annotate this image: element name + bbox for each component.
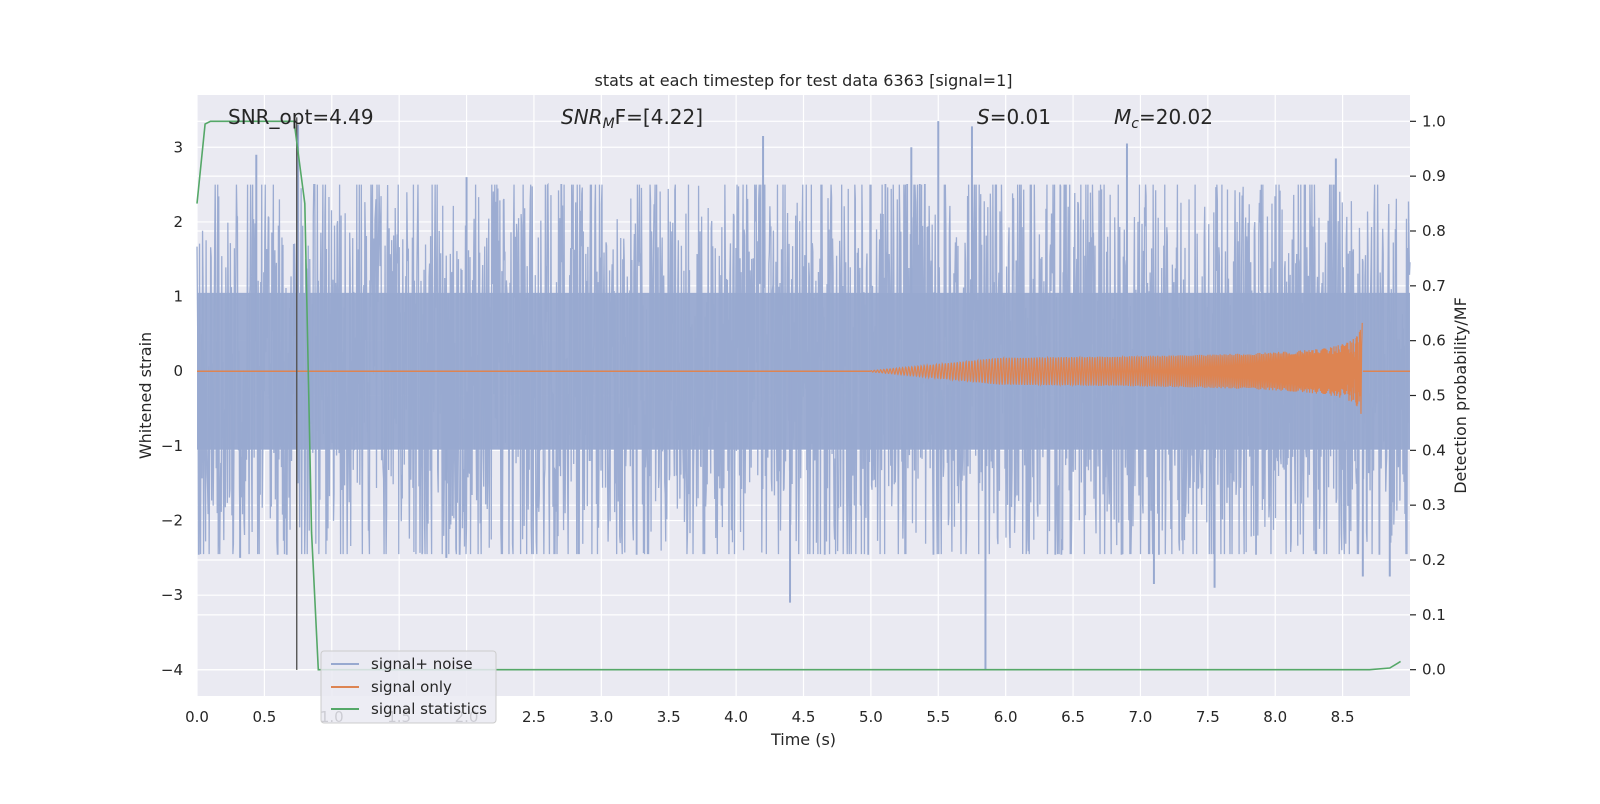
y-axis-right-ticks: 1.0 0.9 0.8 0.7 0.6 0.5 0.4 0.3 0.2 0.1 0.0 (1410, 112, 1446, 679)
x-tick-label-15: 7.5 (1196, 708, 1220, 726)
y-right-tick-label-5: 0.5 (1422, 387, 1446, 405)
y-left-tick-label-1: 2 (173, 213, 183, 231)
y-axis-left-label: Whitened strain (136, 332, 155, 459)
x-tick-label-6: 3.0 (589, 708, 613, 726)
annotation-snr-mf-sub: M (603, 116, 615, 132)
y-left-tick-label-0: 3 (173, 138, 183, 156)
x-tick-label-10: 5.0 (859, 708, 883, 726)
y-right-tick-label-8: 0.2 (1422, 551, 1446, 569)
y-right-tick-label-1: 0.9 (1422, 167, 1446, 185)
annotation-s: S=0.01 (977, 105, 1051, 129)
annotation-snr-mf-suffix: F=[4.22] (615, 105, 703, 129)
chart-title: stats at each timestep for test data 636… (594, 71, 1012, 90)
legend: signal+ noise signal only signal statist… (320, 650, 497, 724)
y-right-tick-label-4: 0.6 (1422, 332, 1446, 350)
annotation-snr-mf: SNRMF=[4.22] (561, 105, 703, 132)
y-right-tick-label-3: 0.7 (1422, 277, 1446, 295)
y-right-tick-label-0: 1.0 (1422, 112, 1446, 130)
signal-only-chirp (870, 322, 1363, 414)
y-right-tick-label-10: 0.0 (1422, 661, 1446, 679)
y-left-tick-label-2: 1 (173, 288, 183, 306)
x-tick-label-16: 8.0 (1263, 708, 1287, 726)
x-tick-label-14: 7.0 (1129, 708, 1153, 726)
x-tick-label-8: 4.0 (724, 708, 748, 726)
x-axis-label: Time (s) (770, 730, 836, 749)
y-right-tick-label-6: 0.4 (1422, 441, 1446, 459)
annotation-mc-suffix: =20.02 (1139, 105, 1213, 129)
annotation-snr-mf-prefix: SNR (561, 105, 603, 129)
legend-box (320, 650, 497, 724)
y-right-tick-label-9: 0.1 (1422, 606, 1446, 624)
y-left-tick-label-6: −3 (161, 586, 183, 604)
annotation-s-prefix: S (977, 105, 990, 129)
y-left-tick-label-3: 0 (173, 362, 183, 380)
x-tick-label-7: 3.5 (657, 708, 681, 726)
y-left-tick-label-7: −4 (161, 661, 183, 679)
legend-item-signal-noise: signal+ noise (371, 655, 473, 673)
x-tick-label-0: 0.0 (185, 708, 209, 726)
annotation-mc-sub: c (1131, 116, 1139, 132)
x-tick-label-13: 6.5 (1061, 708, 1085, 726)
y-right-tick-label-2: 0.8 (1422, 222, 1446, 240)
annotation-mc: Mc=20.02 (1114, 105, 1213, 132)
annotation-s-suffix: =0.01 (990, 105, 1051, 129)
annotation-snr-opt: SNR_opt=4.49 (228, 105, 374, 129)
y-axis-right-label: Detection probability/MF (1451, 297, 1470, 494)
legend-item-signal-only: signal only (371, 678, 452, 696)
x-tick-label-1: 0.5 (252, 708, 276, 726)
y-left-tick-label-5: −2 (161, 512, 183, 530)
y-left-tick-label-4: −1 (161, 437, 183, 455)
annotation-mc-prefix: M (1114, 105, 1131, 129)
y-right-tick-label-7: 0.3 (1422, 496, 1446, 514)
series-signal-only (197, 322, 1410, 414)
x-tick-label-12: 6.0 (994, 708, 1018, 726)
y-axis-left-ticks: 3 2 1 0 −1 −2 −3 −4 (161, 138, 183, 679)
legend-item-signal-statistics: signal statistics (371, 700, 487, 718)
x-tick-label-17: 8.5 (1331, 708, 1355, 726)
x-tick-label-5: 2.5 (522, 708, 546, 726)
x-tick-label-9: 4.5 (792, 708, 816, 726)
x-tick-label-11: 5.5 (926, 708, 950, 726)
